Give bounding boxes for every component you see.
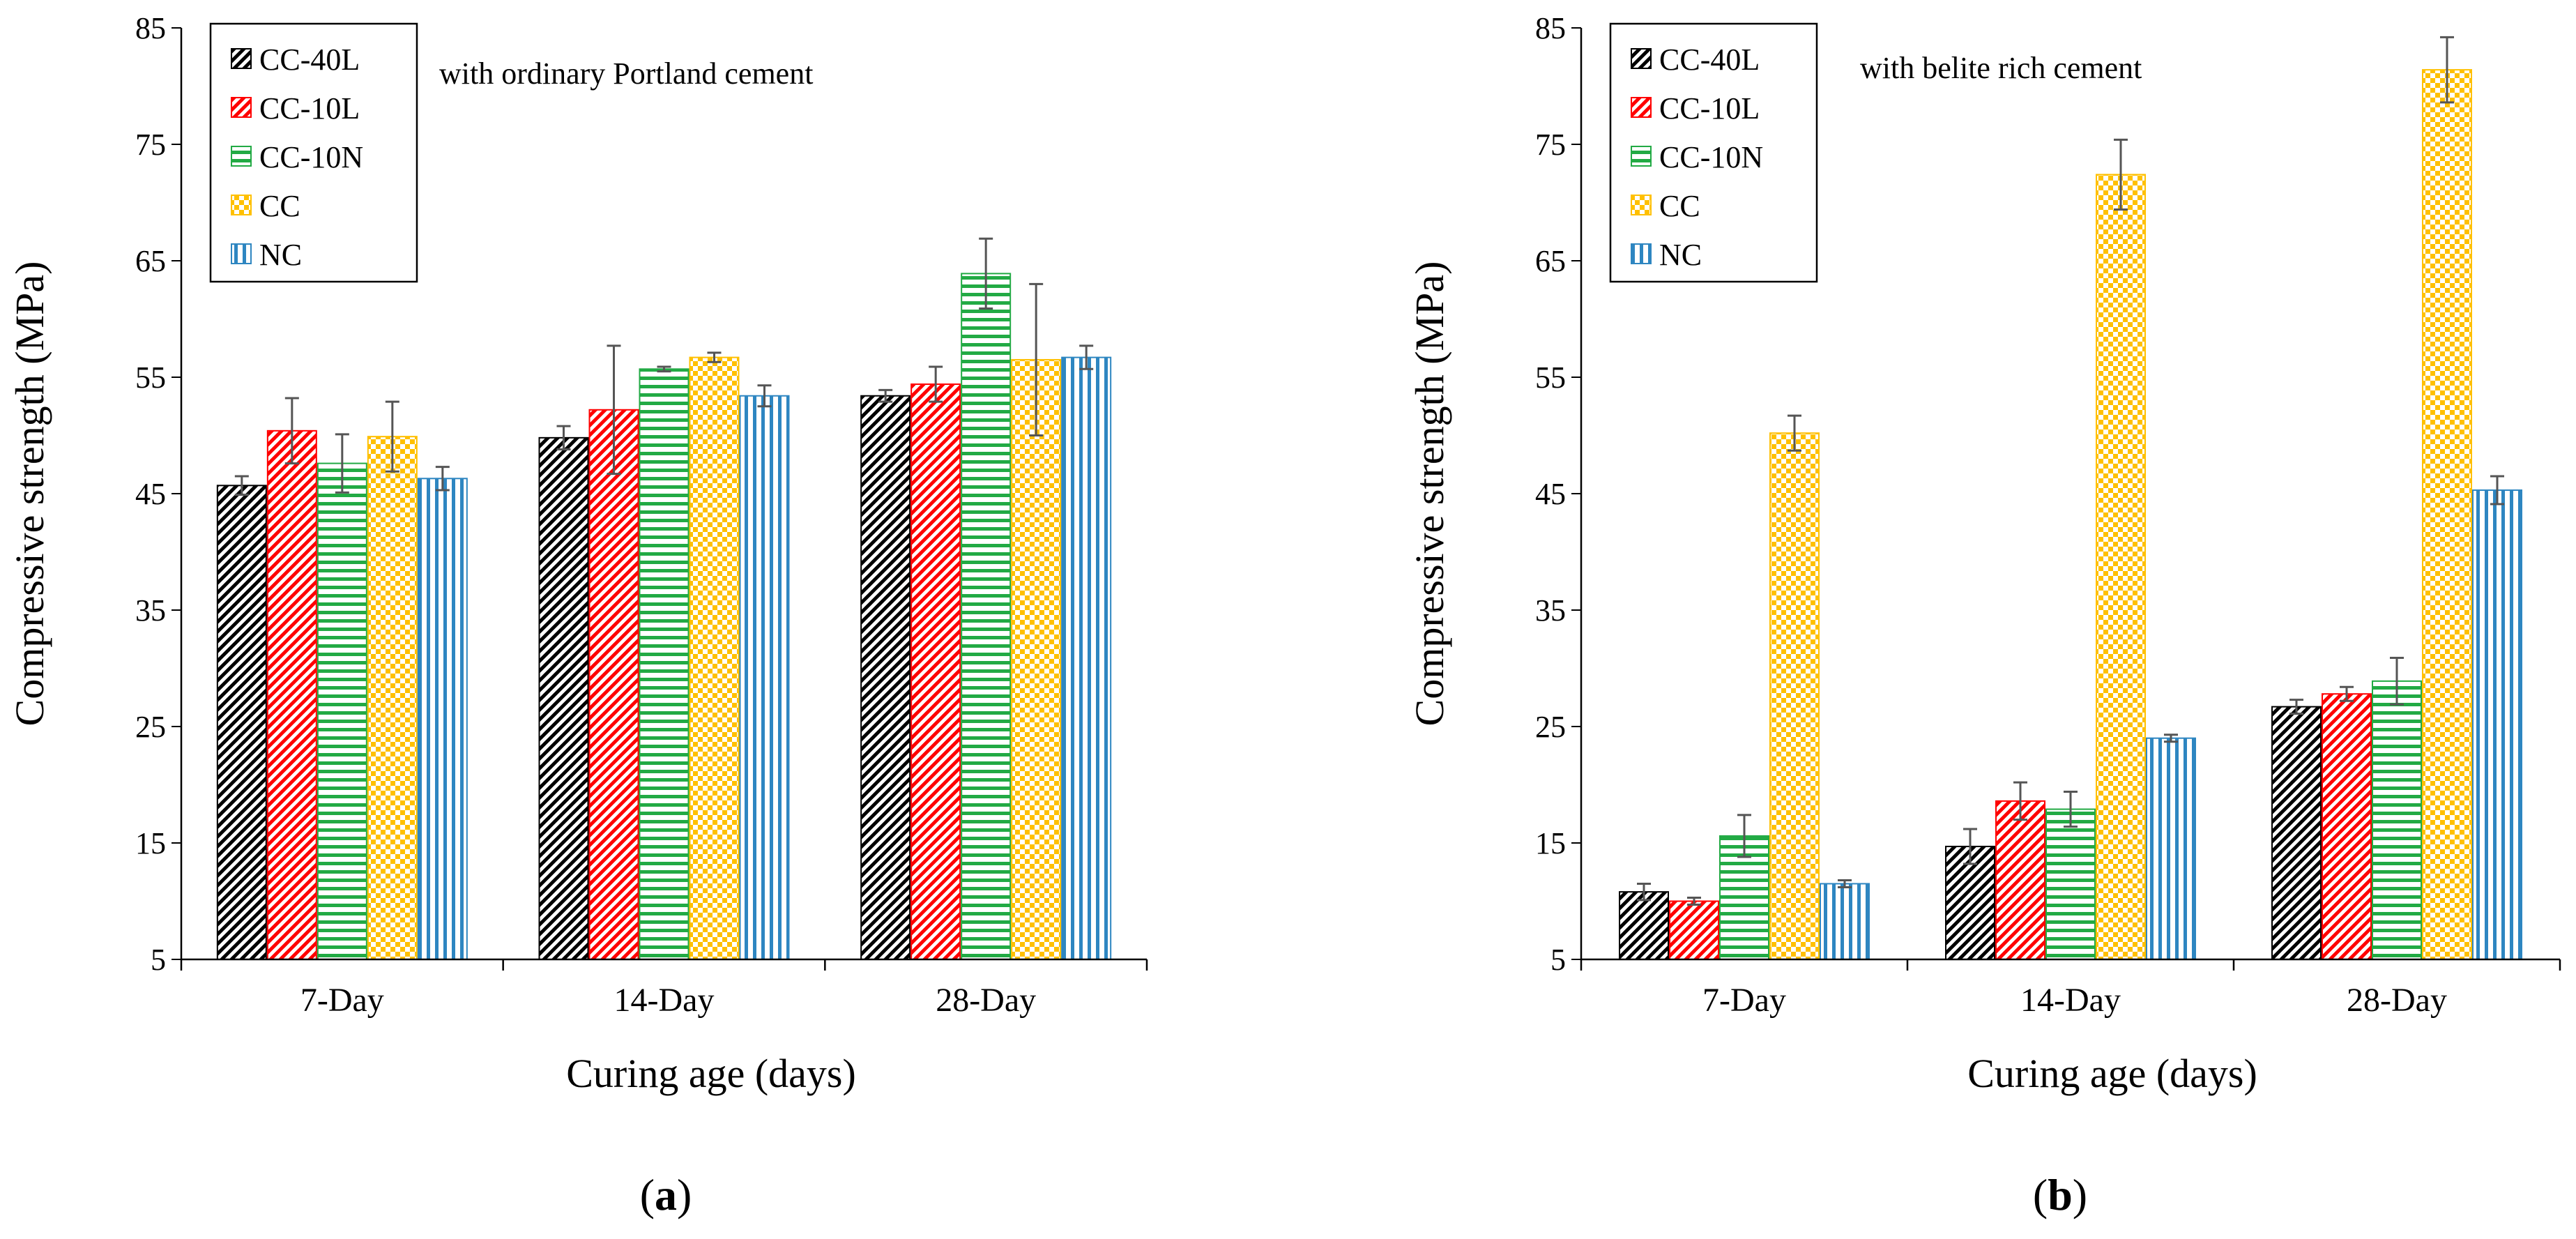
legend-label: NC (259, 238, 302, 272)
chart-annotation: with ordinary Portland cement (439, 56, 813, 91)
chart-panel-a: 5 15 25 35 45 55 65 75 85 7-Day 14-Day 28-Day Curing… (7, 11, 1148, 1219)
bar-cc-10l-28-day (2322, 693, 2372, 960)
bar-nc-14-day (739, 395, 790, 960)
x-axis-title: Curing age (days) (1967, 1051, 2257, 1096)
bar-cc-10n-14-day (639, 368, 689, 960)
bar-nc-28-day (1061, 356, 1112, 960)
bar-cc-10l-28-day (910, 383, 961, 960)
bar-cc-40l-7-day (216, 485, 267, 960)
chart-annotation: with belite rich cement (1860, 51, 2142, 85)
y-tick-label: 75 (1535, 128, 1566, 162)
y-tick-label: 35 (1535, 593, 1566, 628)
bar-cc-14-day (2096, 174, 2146, 960)
bar-cc-10l-14-day (588, 409, 639, 960)
legend-swatch-cc-10l (1631, 97, 1652, 118)
y-tick-label: 55 (1535, 360, 1566, 395)
y-tick-label: 65 (135, 244, 166, 278)
bar-nc-7-day (1820, 883, 1870, 960)
legend-label: CC (1659, 189, 1700, 223)
bar-cc-40l-14-day (1945, 846, 1995, 961)
legend-swatch-nc (1631, 243, 1652, 264)
bar-cc-10n-28-day (961, 273, 1012, 960)
y-tick-label: 25 (135, 710, 166, 744)
legend-swatch-cc-40l (231, 48, 252, 69)
legend-swatch-cc-10n (1631, 146, 1652, 167)
y-axis-title: Compressive strength (MPa) (7, 261, 52, 727)
bar-cc-10l-14-day (1995, 800, 2045, 960)
bar-cc-10n-7-day (317, 462, 367, 960)
bar-cc-10n-14-day (2045, 808, 2096, 960)
y-tick-label: 85 (1535, 11, 1566, 45)
legend-swatch-nc (231, 243, 252, 264)
x-tick-label: 14-Day (614, 982, 715, 1019)
y-tick-label: 45 (135, 477, 166, 511)
y-tick-label: 5 (151, 943, 166, 977)
bar-cc-10n-28-day (2372, 680, 2422, 960)
legend-label: NC (1659, 238, 1702, 272)
bar-cc-40l-7-day (1619, 891, 1669, 961)
x-tick-label: 28-Day (936, 982, 1036, 1019)
bar-cc-10l-7-day (266, 430, 317, 960)
bar-cc-28-day (2422, 69, 2472, 961)
legend-label: CC-10L (1659, 91, 1760, 126)
bar-cc-28-day (1011, 358, 1062, 960)
panel-label: (a) (640, 1170, 692, 1219)
y-tick-label: 45 (1535, 477, 1566, 511)
panel-label: (b) (2033, 1170, 2087, 1219)
bar-nc-14-day (2146, 737, 2196, 960)
bar-cc-7-day (367, 436, 418, 960)
bar-cc-40l-28-day (860, 395, 911, 960)
legend-swatch-cc (231, 195, 252, 215)
legend-label: CC-10N (1659, 140, 1763, 174)
y-tick-label: 55 (135, 360, 166, 395)
bar-cc-14-day (689, 356, 740, 960)
y-tick-label: 5 (1550, 943, 1566, 977)
x-tick-label: 7-Day (300, 982, 384, 1019)
y-tick-label: 75 (135, 128, 166, 162)
y-axis-title: Compressive strength (MPa) (1407, 261, 1452, 727)
panel-label-letter: a (655, 1170, 677, 1219)
x-axis-title: Curing age (days) (566, 1051, 856, 1096)
panel-label-letter: b (2048, 1170, 2073, 1219)
y-tick-label: 65 (1535, 244, 1566, 278)
x-tick-label: 28-Day (2347, 982, 2447, 1019)
legend-label: CC (259, 189, 300, 223)
y-tick-label: 85 (135, 11, 166, 45)
y-tick-label: 15 (1535, 826, 1566, 860)
bar-nc-28-day (2472, 489, 2522, 960)
y-tick-label: 35 (135, 593, 166, 628)
y-tick-label: 15 (135, 826, 166, 860)
bar-nc-7-day (417, 478, 468, 960)
y-tick-label: 25 (1535, 710, 1566, 744)
legend-label: CC-10L (259, 91, 360, 126)
bar-cc-40l-14-day (538, 436, 589, 960)
bar-cc-10l-7-day (1669, 900, 1719, 960)
bar-cc-40l-28-day (2271, 706, 2322, 960)
chart-panel-b: 5 15 25 35 45 55 65 75 85 7-Day 14-Day 28-Day Curing… (1407, 11, 2561, 1219)
bar-cc-7-day (1769, 432, 1820, 960)
x-tick-label: 7-Day (1702, 982, 1786, 1019)
legend-swatch-cc-40l (1631, 48, 1652, 69)
legend-swatch-cc-10n (231, 146, 252, 167)
legend-label: CC-40L (259, 43, 360, 77)
legend-swatch-cc-10l (231, 97, 252, 118)
legend-label: CC-40L (1659, 43, 1760, 77)
legend-swatch-cc (1631, 195, 1652, 215)
x-tick-label: 14-Day (2020, 982, 2121, 1019)
legend-label: CC-10N (259, 140, 363, 174)
